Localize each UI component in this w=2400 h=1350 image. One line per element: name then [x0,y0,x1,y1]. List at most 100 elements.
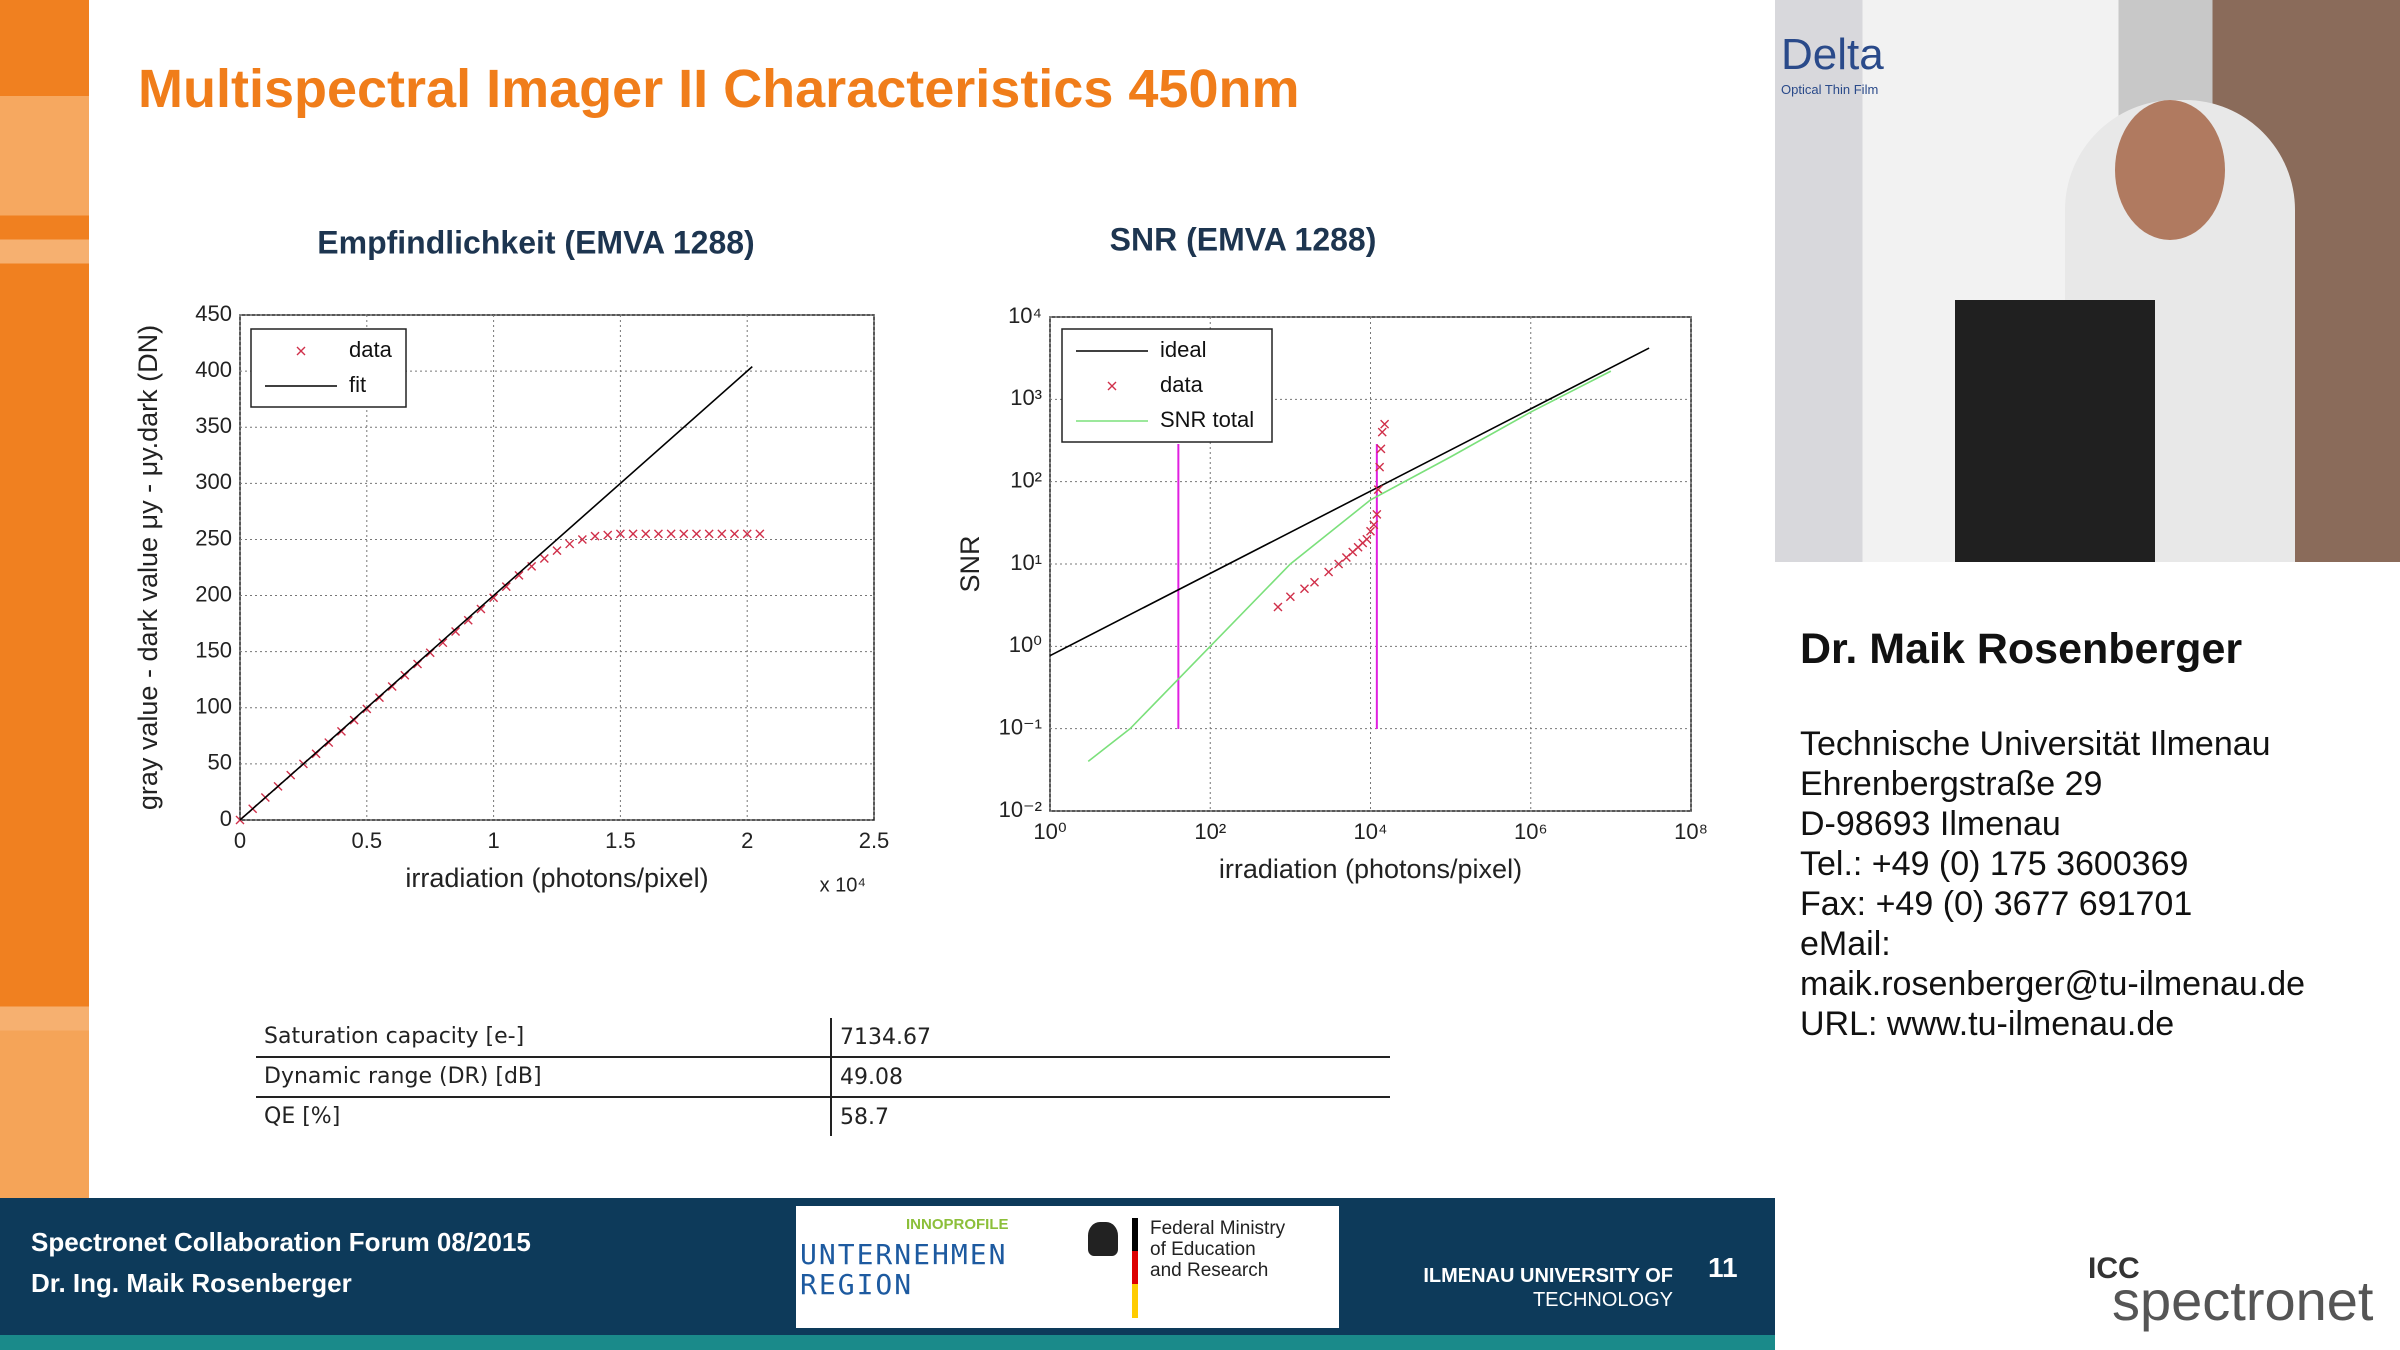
data-point [742,529,752,539]
y-axis-label: gray value - dark value μy - μy.dark (DN… [133,325,163,810]
speaker-details: Technische Universität Ilmenau Ehrenberg… [1800,724,2305,1044]
line: Fax: +49 (0) 3677 691701 [1800,885,2193,923]
legend-label: fit [349,372,366,397]
y-tick-label: 150 [195,637,232,662]
cell: QE [%] [256,1098,832,1136]
x-tick-label: 10⁴ [1354,819,1388,844]
charts: Empfindlichkeit (EMVA 1288) 0 0.5 1 1.5 2 2.5 0… [133,221,1708,896]
ministry-line: of Education [1150,1239,1256,1260]
data-point [1369,520,1379,530]
y-tick-label: 300 [195,469,232,494]
line: URL: www.tu-ilmenau.de [1800,1005,2175,1043]
data-point [666,529,676,539]
x-tick-label: 0.5 [352,828,383,853]
data-point [679,529,689,539]
cell: 49.08 [840,1064,903,1090]
data-point [565,539,575,549]
x-tick-label: 10⁶ [1514,819,1548,844]
data-point [1299,584,1309,594]
legend-box [250,328,407,408]
lectern [1955,300,2155,562]
data-point [590,531,600,541]
speaker-head [2115,100,2225,240]
y-tick-label: 10¹ [1010,550,1042,575]
data-point [1380,419,1390,429]
y-axis-label: SNR [955,535,985,592]
line: eMail: [1800,925,1891,963]
data-point [717,529,727,539]
cell: Dynamic range (DR) [dB] [256,1058,832,1096]
orange-bar [0,0,89,1198]
data-point [691,529,701,539]
chart-title: SNR (EMVA 1288) [1110,221,1377,257]
ministry-line: Federal Ministry [1150,1218,1286,1239]
legend-label: data [349,337,393,362]
data-point [1362,534,1372,544]
row: Saturation capacity [e-] 7134.67 [256,1018,1390,1058]
x-axis-label: irradiation (photons/pixel) [1219,854,1522,884]
data-point [704,529,714,539]
y-tick-label: 50 [208,750,232,775]
y-tick-label: 350 [195,413,232,438]
legend-swatch [1107,381,1117,391]
series-line [239,366,753,821]
cell: Saturation capacity [e-] [256,1018,832,1056]
logo-text: INNOPROFILE [906,1216,1009,1233]
series-line [1049,347,1650,657]
speaker-name: Dr. Maik Rosenberger [1800,625,2243,673]
logo-text: UNTERNEHMEN REGION [800,1238,1008,1301]
university-line: ILMENAU UNIVERSITY OF [1423,1265,1673,1287]
x-tick-label: 1 [487,828,499,853]
x-tick-label: 0 [234,828,246,853]
y-tick-label: 10⁴ [1008,303,1042,328]
line: Tel.: +49 (0) 175 3600369 [1800,845,2189,883]
data-point [730,529,740,539]
legend-label: ideal [1160,337,1206,362]
x-tick-label: 10⁰ [1033,819,1066,844]
eagle [1088,1222,1118,1256]
y-tick-label: 10⁻² [999,797,1042,822]
slide-title: Multispectral Imager II Characteristics … [138,59,1300,119]
data-point [1273,602,1283,612]
legend-box [1061,328,1273,443]
y-tick-label: 10³ [1010,385,1042,410]
row: Dynamic range (DR) [dB] 49.08 [256,1058,1390,1098]
ministry-line: and Research [1150,1260,1269,1281]
data-point [476,604,486,614]
line: Ehrenbergstraße 29 [1800,765,2103,803]
data-point [489,593,499,603]
footer-strip [0,1335,1775,1350]
y-tick-label: 10⁻¹ [999,714,1042,739]
brand-icc: ICC [2088,1252,2140,1285]
data-point [653,529,663,539]
y-tick-label: 100 [195,694,232,719]
data-point [615,529,625,539]
data-point [514,570,524,580]
video-text: Delta [1781,30,1884,79]
video-text: Optical Thin Film [1781,82,1879,97]
x-tick-label: 1.5 [605,828,636,853]
data-table: Saturation capacity [e-] 7134.67 Dynamic… [256,1018,1390,1136]
x-tick-label: 10² [1194,819,1226,844]
x-tick-label: 2.5 [859,828,890,853]
data-point [577,534,587,544]
data-point [1372,509,1382,519]
data-point [1373,485,1383,495]
x-multiplier: x 10⁴ [820,874,866,896]
data-point [1377,427,1387,437]
x-tick-label: 10⁸ [1674,819,1708,844]
data-point [1334,559,1344,569]
data-point [1376,444,1386,454]
data-point [1324,567,1334,577]
data-point [603,530,613,540]
video: Delta Optical Thin Film [1775,0,2400,562]
data-point [1366,526,1375,536]
y-tick-label: 0 [220,806,232,831]
y-tick-label: 450 [195,301,232,326]
legend-label: SNR total [1160,407,1254,432]
data-point [501,582,511,592]
legend-swatch [296,346,306,356]
data-point [463,615,473,625]
data-point [1285,592,1295,602]
data-point [1309,577,1319,587]
